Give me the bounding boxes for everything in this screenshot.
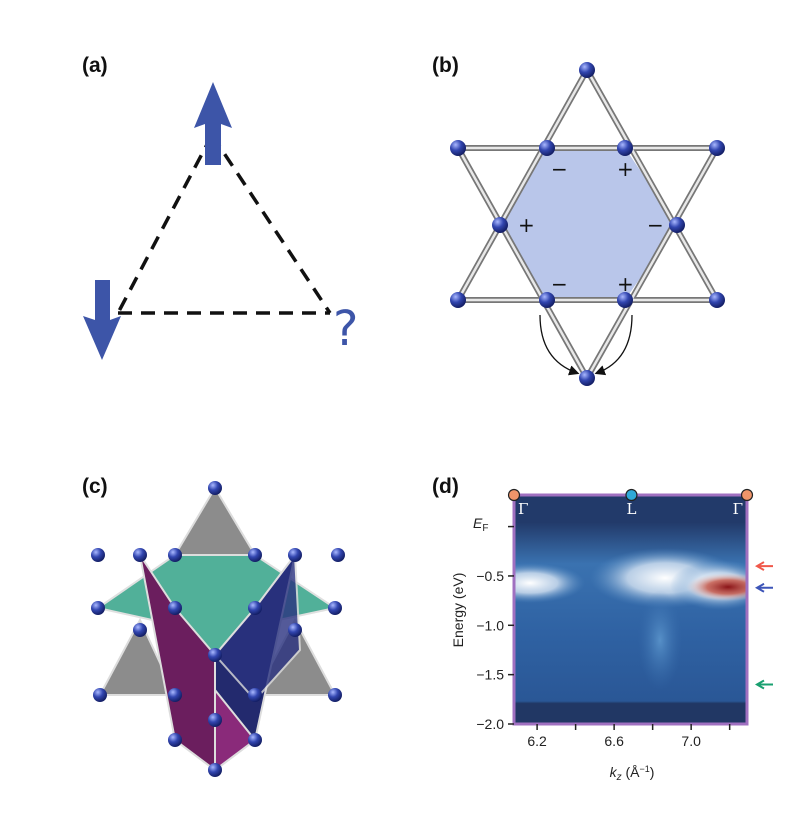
y-axis-label: Energy (eV) xyxy=(450,573,466,648)
band-arrow-icon xyxy=(754,679,773,690)
panel-label-c: (c) xyxy=(82,475,108,498)
band-blob xyxy=(638,590,682,690)
high-symmetry-point xyxy=(625,488,638,502)
sign: + xyxy=(518,213,535,237)
sign: + xyxy=(617,272,634,296)
panel-b: (b) − + + − − + xyxy=(432,54,725,386)
y-tick-label: −1.0 xyxy=(476,617,504,633)
panel-label-d: (d) xyxy=(432,475,459,498)
spin-up-arrow-icon xyxy=(194,82,232,165)
sign: − xyxy=(647,213,664,237)
panel-a: (a) ? xyxy=(82,54,358,360)
ytick-ef: EF xyxy=(473,515,488,534)
x-tick-label: 6.2 xyxy=(527,733,547,749)
panel-label-a: (a) xyxy=(82,54,108,77)
high-symmetry-point xyxy=(507,488,521,502)
y-tick-label: −2.0 xyxy=(476,716,504,732)
question-mark: ? xyxy=(333,301,358,357)
x-tick-label: 6.6 xyxy=(604,733,624,749)
lattice-sites xyxy=(450,62,725,386)
intensity-peak xyxy=(686,573,747,601)
hop-arrow-left xyxy=(539,314,580,376)
sign: + xyxy=(617,157,634,181)
band-arrow-icon xyxy=(754,582,773,593)
hop-arrow-right xyxy=(594,314,633,376)
spin-down-arrow-icon xyxy=(83,280,121,360)
high-symmetry-label: L xyxy=(626,500,636,518)
panel-d: (d) −0.5 −1.0 −1.5 −2.0 6.2 6.6 7.0 Γ L Γ EF Ene… xyxy=(432,475,773,783)
lattice-sites xyxy=(91,481,345,777)
sign: − xyxy=(551,157,568,181)
kagome-planes xyxy=(95,552,338,772)
triangle-dashed xyxy=(116,134,332,315)
band-arrow-icon xyxy=(754,561,773,571)
panel-label-b: (b) xyxy=(432,54,459,77)
y-tick-label: −0.5 xyxy=(476,568,504,584)
high-symmetry-point xyxy=(740,488,754,502)
panel-c: (c) xyxy=(82,475,345,777)
sign: − xyxy=(551,272,568,296)
high-symmetry-label: Γ xyxy=(518,500,528,518)
hexagon xyxy=(500,148,677,300)
y-tick-label: −1.5 xyxy=(476,667,504,683)
x-axis-label: kz (Å−1) xyxy=(610,764,655,783)
band-blob xyxy=(514,563,585,603)
x-tick-label: 7.0 xyxy=(681,733,701,749)
heatmap xyxy=(514,495,747,724)
high-symmetry-label: Γ xyxy=(733,500,743,518)
